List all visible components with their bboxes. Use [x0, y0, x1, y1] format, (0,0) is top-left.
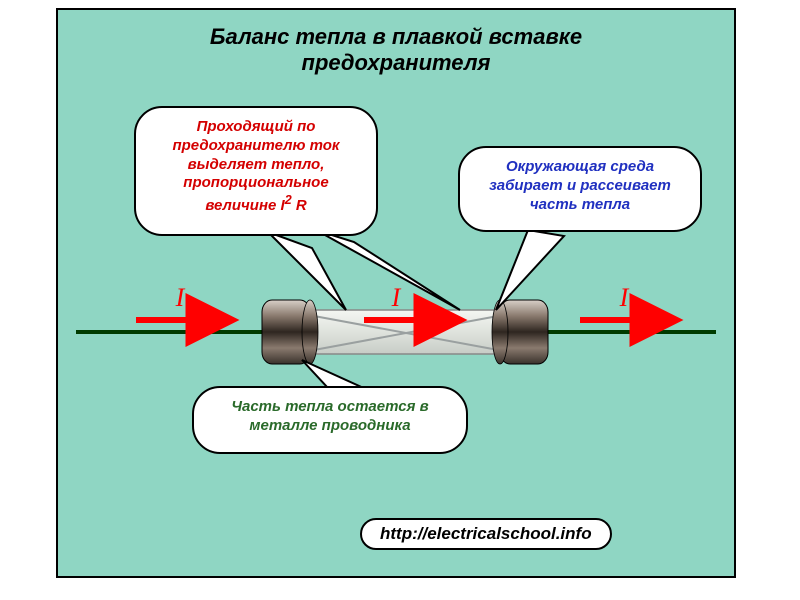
diagram-svg: I I I [58, 10, 734, 576]
bubble-heat-dissipated: Окружающая средазабирает и рассеиваетчас… [458, 146, 702, 232]
bubble-heat-dissipated-text: Окружающая средазабирает и рассеиваетчас… [489, 158, 671, 213]
bubble-heat-generated: Проходящий попредохранителю токвыделяет … [134, 106, 378, 236]
fuse-cap-left [262, 300, 318, 364]
current-label-1: I [175, 283, 186, 312]
current-arrow-3: I [580, 283, 670, 320]
fuse-cap-right [492, 300, 548, 364]
diagram-panel: Баланс тепла в плавкой вставке предохран… [56, 8, 736, 578]
bubble-heat-retained-text: Часть тепла остается вметалле проводника [231, 398, 428, 434]
bubble-tail-2 [496, 230, 564, 310]
current-label-3: I [619, 283, 630, 312]
bubble-heat-retained: Часть тепла остается вметалле проводника [192, 386, 468, 454]
source-url-chip: http://electricalschool.info [360, 518, 612, 550]
bubble-heat-generated-text: Проходящий попредохранителю токвыделяет … [172, 118, 339, 214]
current-label-2: I [391, 283, 402, 312]
current-arrow-1: I [136, 283, 226, 320]
bubble-tail-1a [268, 232, 346, 310]
source-url-text: http://electricalschool.info [380, 524, 592, 543]
